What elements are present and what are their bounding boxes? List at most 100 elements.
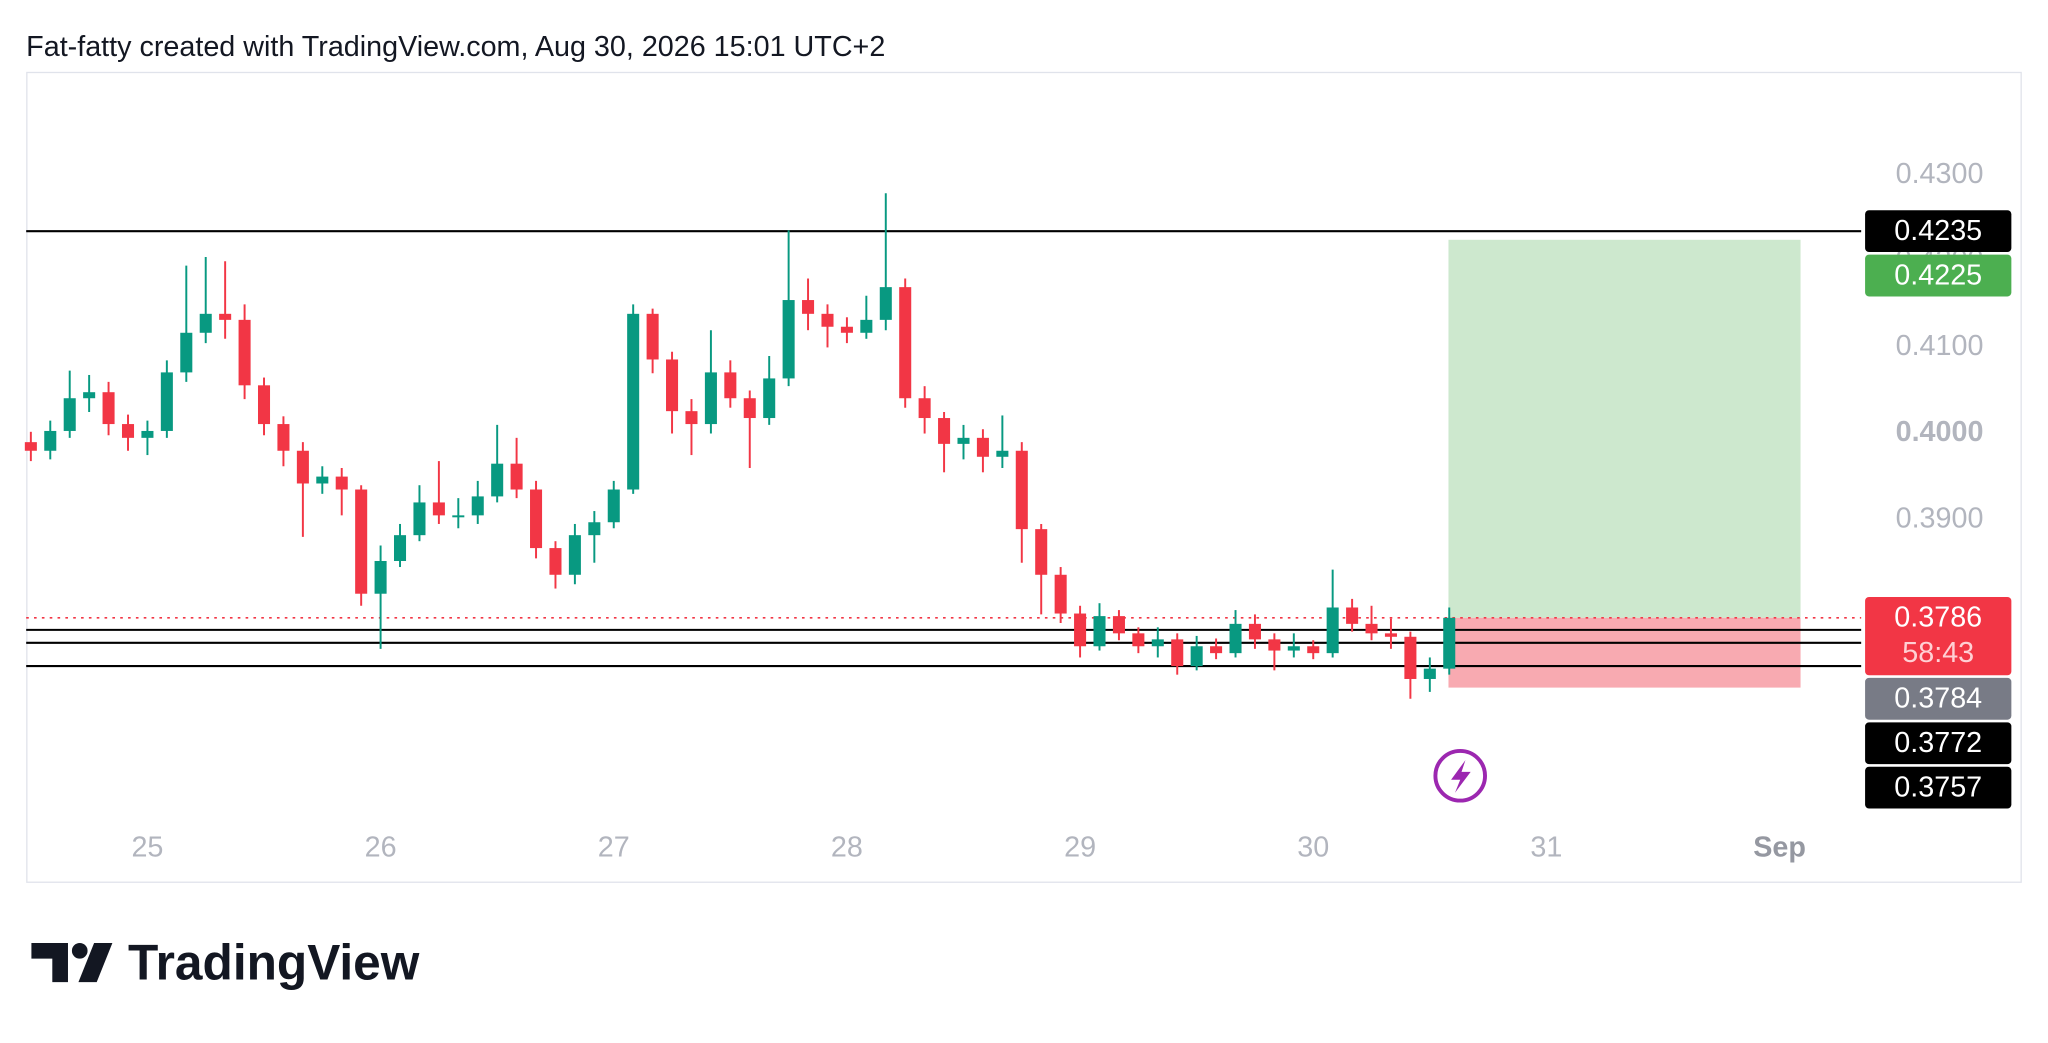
x-tick-label: 29 [1064,832,1096,864]
event-icon [1433,749,1487,803]
candle-body [666,359,679,412]
candle-body [121,424,135,438]
candle-body [1287,646,1300,651]
candle-body [1229,623,1242,654]
candle-body [452,515,465,518]
candle-body [743,398,756,419]
candle-body [782,300,795,379]
candle-body [1015,450,1028,530]
price-label: 0.3786 [1894,602,1982,634]
y-tick-label: 0.4100 [1896,330,1984,362]
candle-body [413,502,426,536]
y-tick-label: 0.3900 [1896,502,1984,534]
x-tick-label: Sep [1753,832,1806,864]
candle-body [860,319,873,333]
x-tick-label: 28 [831,832,863,864]
candle-body [1443,617,1456,669]
candle-body [160,372,173,431]
candle-body [627,313,640,490]
chart-title: Fat-fatty created with TradingView.com, … [26,31,885,63]
candle-body [879,287,892,320]
chart-frame [26,71,2022,883]
axis-layer: 0.39000.40000.41000.42000.43002526272829… [131,158,2012,864]
candle-body [335,476,348,490]
price-label-box [1865,677,2012,720]
candle-body [1326,607,1339,654]
profit-zone [1448,239,1801,618]
candle-body [199,313,212,333]
candle-body [316,476,329,484]
candle-body [180,332,193,373]
candle-body [1307,646,1320,654]
countdown: 58:43 [1902,637,1974,669]
candle-body [277,424,290,451]
price-label: 0.4225 [1894,259,1982,291]
lines-layer [26,230,1862,668]
candle-body [1093,616,1106,647]
candle-body [530,489,543,549]
candle-body [1210,646,1223,654]
candle-body [724,372,737,399]
price-label: 0.3784 [1894,683,1982,715]
candle-body [83,392,96,399]
candle-body [840,326,853,333]
candle-body [1151,639,1164,647]
price-label-box [1865,722,2012,765]
candle-body [510,463,523,490]
x-tick-label: 27 [598,832,630,864]
x-tick-label: 25 [131,832,163,864]
candle-body [102,392,115,425]
event-bolt [1451,760,1471,793]
candle-body [44,430,57,451]
candle-body [821,313,834,327]
price-label-box [1865,210,2012,253]
price-label-box [1865,254,2012,297]
candle-body [24,442,37,451]
y-tick-label: 0.4300 [1896,158,1984,190]
candle-body [938,418,951,444]
candle-body [374,560,387,594]
x-tick-label: 31 [1530,832,1562,864]
candle-body [432,502,445,516]
candle-body [1346,607,1359,624]
candle-body [471,496,484,516]
candle-body [219,313,232,320]
candle-body [1365,623,1378,634]
candle-body [141,430,154,438]
candle-body [607,489,620,523]
candle-body [296,450,309,484]
candle-body [1132,633,1145,647]
candle-body [918,398,931,419]
candle-body [1112,616,1125,634]
logo-part [78,942,113,983]
candle-body [1035,529,1048,575]
candle-body [1074,613,1087,647]
candle-body [1054,574,1067,614]
candle-body [704,372,717,425]
candle-body [63,398,76,431]
candle-body [549,548,562,575]
candles-layer [24,193,1456,699]
candle-body [491,463,504,497]
price-label: 0.3772 [1894,727,1982,759]
candle-body [238,319,251,386]
candle-body [685,411,698,425]
price-label: 0.3757 [1894,772,1982,804]
brand-logo [31,942,113,983]
candle-body [355,489,368,594]
candle-body [1423,668,1436,679]
candle-body [568,535,581,575]
x-tick-label: 30 [1297,832,1329,864]
candle-body [1384,633,1397,637]
price-label-box [1865,766,2012,809]
candle-body [588,522,601,536]
candle-body [257,385,271,425]
loss-zone [1448,617,1801,688]
candle-body [802,300,815,314]
brand-name: TradingView [128,935,420,991]
candle-body [1268,639,1281,651]
candle-body [763,378,776,419]
price-label-box [1865,596,2012,676]
